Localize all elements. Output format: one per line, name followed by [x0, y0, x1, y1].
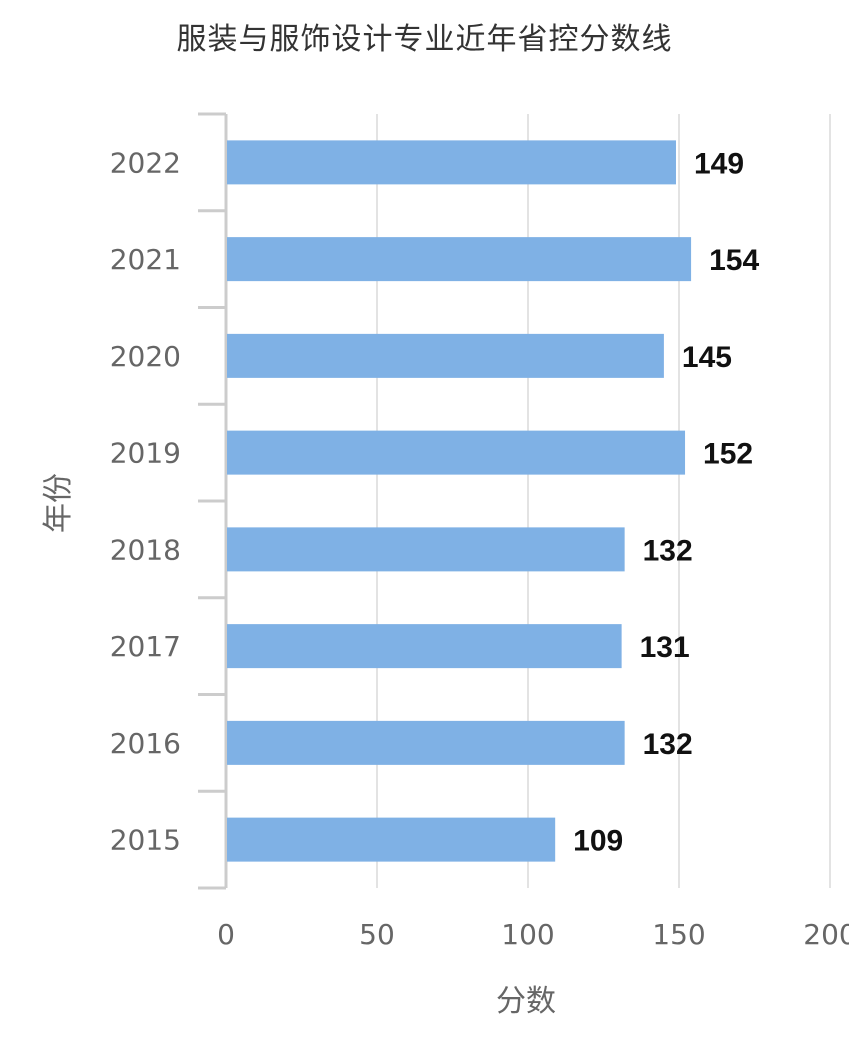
y-tick-label: 2018	[110, 533, 181, 566]
data-label: 109	[573, 825, 623, 858]
data-label: 154	[709, 244, 759, 277]
data-label: 132	[643, 728, 693, 761]
x-tick-label: 100	[501, 918, 554, 951]
x-tick-label: 0	[217, 918, 235, 951]
y-tick-label: 2022	[110, 146, 181, 179]
y-tick-label: 2017	[110, 630, 181, 663]
y-tick-label: 2015	[110, 824, 181, 857]
x-tick-labels: 0 50 100 150 200	[217, 918, 849, 951]
y-tick-label: 2020	[110, 340, 181, 373]
y-tick-labels: 2022 2021 2020 2019 2018 2017 2016 2015	[110, 146, 181, 856]
data-label: 131	[640, 631, 690, 664]
bar	[227, 720, 625, 765]
bar	[227, 527, 625, 572]
data-labels: 149 154 145 152 132 131 132 109	[573, 147, 759, 857]
y-tick-label: 2021	[110, 243, 181, 276]
chart-title: 服装与服饰设计专业近年省控分数线	[176, 22, 673, 57]
bar	[227, 333, 664, 378]
x-tick-label: 200	[803, 918, 849, 951]
data-label: 152	[703, 438, 753, 471]
bar	[227, 140, 676, 185]
x-tick-label: 150	[652, 918, 705, 951]
y-tick-label: 2019	[110, 437, 181, 470]
bar	[227, 817, 556, 862]
bars	[227, 140, 692, 862]
data-label: 145	[682, 341, 732, 374]
grid-lines	[376, 114, 831, 888]
x-tick-label: 50	[359, 918, 395, 951]
data-label: 149	[694, 147, 744, 180]
y-tick-label: 2016	[110, 727, 181, 760]
bar	[227, 624, 622, 669]
bar	[227, 430, 686, 475]
x-axis-title: 分数	[496, 984, 556, 1019]
data-label: 132	[643, 534, 693, 567]
y-axis	[198, 112, 228, 890]
y-axis-title: 年份	[41, 473, 76, 533]
bar	[227, 237, 692, 282]
